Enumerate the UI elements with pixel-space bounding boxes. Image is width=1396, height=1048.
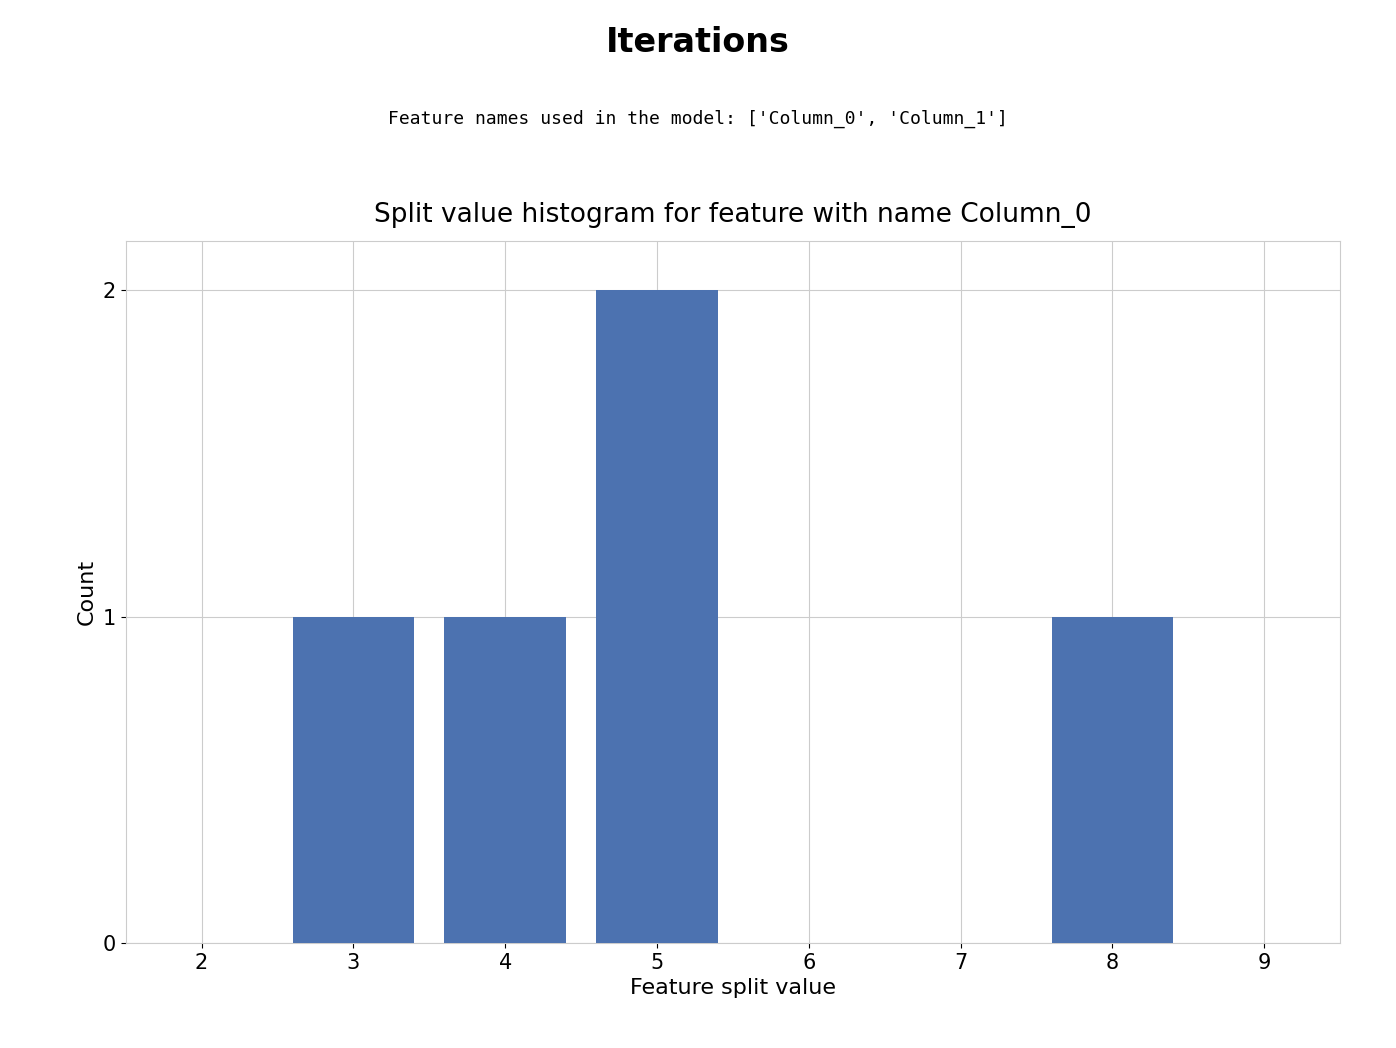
Title: Split value histogram for feature with name Column_0: Split value histogram for feature with n… (374, 201, 1092, 227)
Bar (293, 616, 415, 943)
X-axis label: Feature split value: Feature split value (630, 979, 836, 999)
Bar (596, 290, 718, 943)
Y-axis label: Count: Count (77, 559, 98, 626)
Bar (1051, 616, 1173, 943)
Bar (444, 616, 565, 943)
Text: Feature names used in the model: ['Column_0', 'Column_1']: Feature names used in the model: ['Colum… (388, 110, 1008, 128)
Text: Iterations: Iterations (606, 26, 790, 59)
